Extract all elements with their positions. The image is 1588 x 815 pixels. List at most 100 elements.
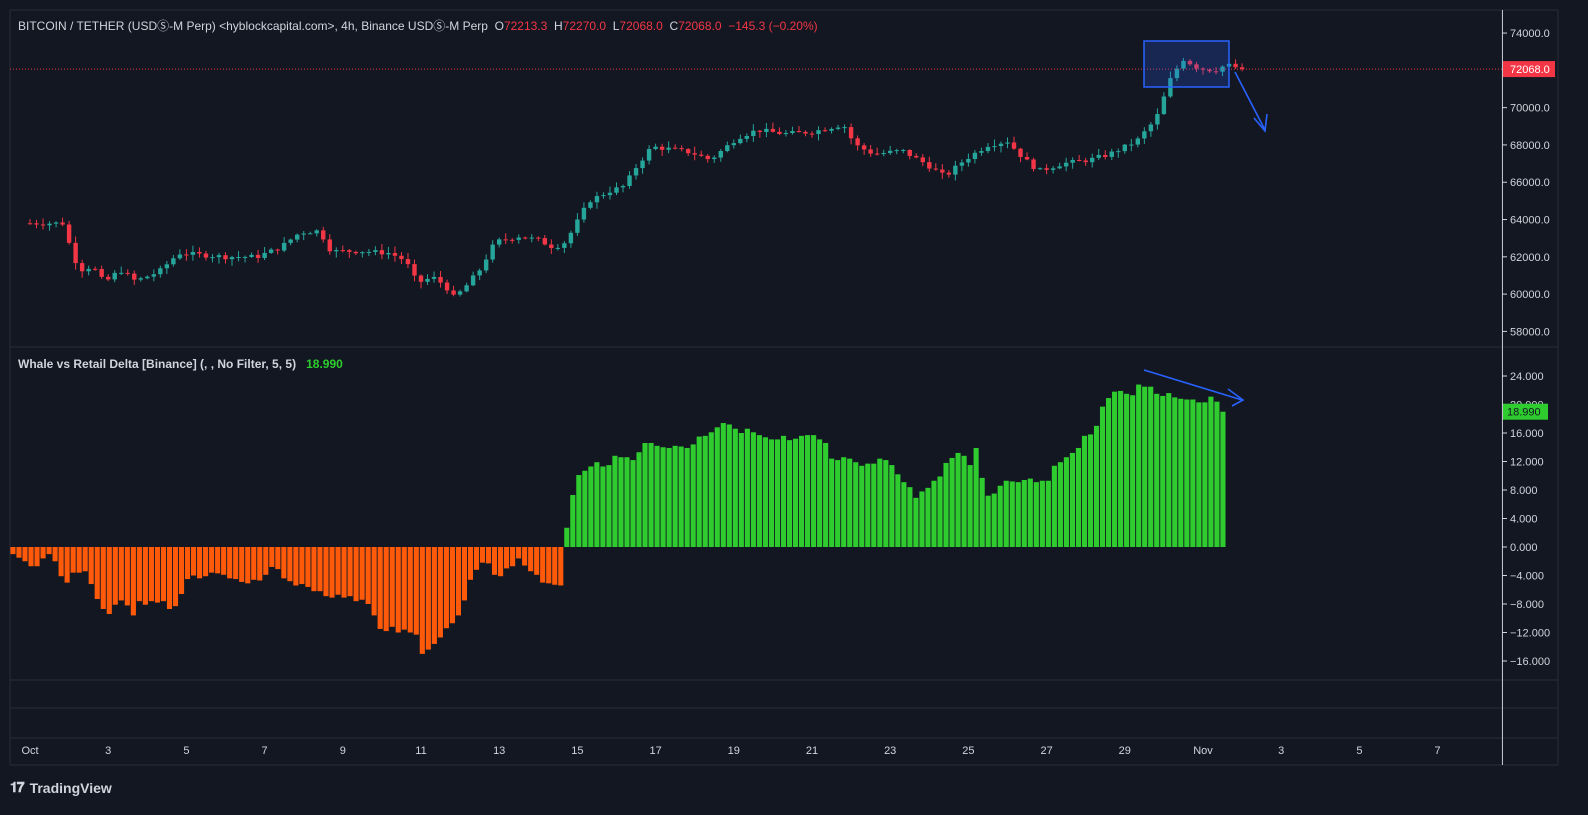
histogram-bar	[871, 463, 877, 547]
candle-body	[803, 131, 808, 134]
candle-body	[692, 153, 697, 155]
histogram-bar	[305, 547, 311, 587]
histogram-bar	[431, 547, 437, 644]
histogram-bar	[498, 547, 504, 577]
histogram-bar	[1130, 395, 1136, 547]
candle-body	[483, 259, 489, 271]
histogram-bar	[1063, 457, 1069, 547]
candle-body	[985, 146, 991, 152]
histogram-bar	[594, 462, 600, 547]
histogram-bar	[823, 442, 829, 547]
histogram-bar	[504, 547, 510, 569]
histogram-bar	[311, 547, 317, 592]
histogram-bar	[365, 547, 371, 604]
candle-body	[223, 255, 228, 260]
change-value: −145.3 (−0.20%)	[728, 19, 818, 33]
time-tick-label: 19	[728, 745, 740, 757]
candle-body	[242, 256, 248, 258]
drawing-annotations[interactable]	[1143, 40, 1268, 407]
candle-body	[679, 148, 684, 150]
histogram-bar	[979, 477, 985, 547]
histogram-bar	[744, 428, 750, 547]
histogram-bar	[534, 547, 540, 575]
candle-body	[966, 158, 971, 163]
tradingview-brand[interactable]: 𝟏𝟕 TradingView	[10, 779, 112, 796]
histogram-bar	[88, 547, 94, 585]
candle-body	[607, 192, 613, 196]
indicator-legend[interactable]: Whale vs Retail Delta [Binance] (, , No …	[18, 357, 343, 371]
histogram-bar	[558, 547, 564, 586]
candle-body	[360, 252, 365, 254]
histogram-bar	[883, 460, 889, 547]
candle-body	[1057, 166, 1062, 169]
histogram-bar	[1154, 393, 1160, 547]
candle-body	[1005, 142, 1010, 144]
histogram-bar	[257, 547, 263, 581]
candle-body	[874, 153, 880, 155]
histogram-bar	[203, 547, 209, 577]
histogram-bar	[1075, 447, 1082, 547]
candle-body	[86, 268, 91, 272]
histogram-bar	[112, 547, 118, 605]
histogram-bar	[570, 494, 576, 547]
indicator-tick-label: 12.000	[1510, 457, 1544, 469]
candle-body	[457, 291, 463, 295]
time-tick-label: 15	[571, 745, 583, 757]
histogram-bar	[708, 432, 714, 547]
candle-body	[1135, 138, 1141, 145]
histogram-bar	[197, 547, 203, 579]
histogram-bar	[389, 547, 395, 627]
candle-body	[1213, 71, 1219, 73]
candle-body	[340, 250, 345, 252]
trend-arrow-line[interactable]	[1143, 369, 1243, 401]
histogram-bar	[22, 547, 28, 562]
histogram-bar	[82, 547, 88, 572]
price-tick-label: 70000.0	[1510, 103, 1550, 115]
open-value: 72213.3	[503, 19, 548, 33]
histogram-bar	[148, 547, 154, 602]
candle-body	[451, 290, 456, 295]
histogram-bar	[1190, 399, 1196, 547]
histogram-bar	[353, 547, 359, 602]
candle-body	[386, 253, 391, 255]
price-tick-label: 58000.0	[1510, 326, 1550, 338]
candle-body	[412, 264, 417, 276]
candle-body	[549, 244, 554, 249]
histogram-bar	[479, 547, 486, 563]
histogram-bar	[106, 547, 112, 614]
histogram-bar	[955, 452, 961, 547]
histogram-bar	[293, 547, 299, 586]
histogram-bar	[636, 452, 642, 547]
histogram-bar	[1184, 399, 1190, 547]
histogram-bar	[997, 485, 1003, 547]
histogram-bar	[696, 436, 702, 547]
symbol-legend[interactable]: BITCOIN / TETHER (USDⓈ-M Perp) <hyblockc…	[18, 17, 818, 34]
histogram-bar	[1106, 398, 1112, 547]
candle-body	[1122, 144, 1127, 152]
highlight-rectangle[interactable]	[1143, 40, 1230, 88]
candle-body	[444, 282, 450, 291]
price-pane[interactable]	[10, 57, 1502, 297]
indicator-pane[interactable]	[10, 384, 1226, 654]
candle-body	[112, 272, 117, 280]
candle-body	[399, 255, 404, 260]
candle-body	[1024, 156, 1030, 160]
price-axis[interactable]: 58000.0 60000.0 62000.0 64000.0 66000.0 68000…	[1502, 28, 1555, 338]
candle-body	[425, 278, 430, 282]
histogram-bar	[552, 547, 558, 585]
candle-body	[718, 150, 723, 158]
histogram-bar	[251, 547, 257, 580]
candle-body	[777, 131, 782, 134]
time-axis[interactable]: Oct 3 5 7 9 11 13 15 17 19 21 23 25 27 29 Nov 3 5 7	[21, 745, 1440, 757]
histogram-bar	[985, 495, 991, 547]
histogram-bar	[377, 547, 383, 629]
candle-body	[405, 259, 411, 265]
indicator-axis[interactable]: −16.000 −12.000 −8.000 −4.000 0.000 4.000 8.00…	[1502, 371, 1550, 668]
histogram-bar	[1015, 482, 1021, 547]
indicator-title[interactable]: Whale vs Retail Delta [Binance] (, , No …	[18, 357, 297, 371]
symbol-title[interactable]: BITCOIN / TETHER (USDⓈ-M Perp) <hyblockc…	[18, 19, 488, 33]
candle-body	[1037, 168, 1043, 170]
down-arrow-line[interactable]	[1234, 71, 1266, 131]
